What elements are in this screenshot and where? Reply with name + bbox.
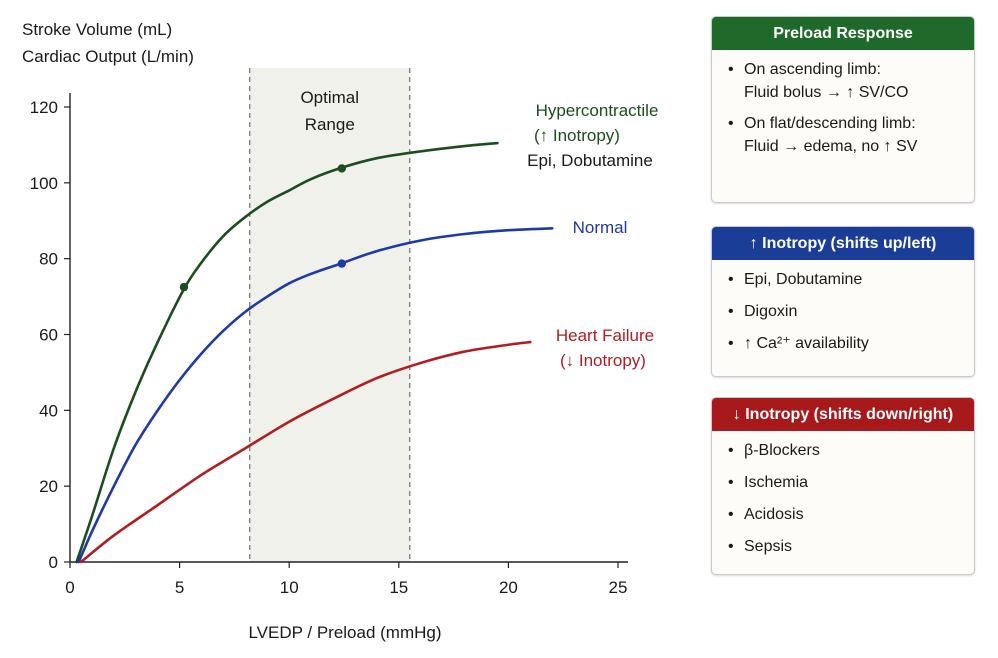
axes: 0 20 40 60 80 100 120 0 5 10 15 20 25	[30, 93, 628, 597]
series-layer	[75, 141, 554, 564]
preload-response-list: On ascending limb: Fluid bolus → ↑ SV/CO…	[712, 50, 974, 164]
x-tick-label: 20	[499, 578, 518, 597]
chart: Optimal Range Stroke Volume (mL) Cardiac…	[22, 20, 659, 642]
list-item: Ischemia	[726, 471, 964, 494]
y-tick-label: 120	[30, 98, 58, 117]
list-item: Digoxin	[726, 300, 964, 323]
decrease-inotropy-list: β-Blockers Ischemia Acidosis Sepsis	[712, 431, 974, 573]
series-line-normal	[77, 227, 554, 564]
x-axis-label: LVEDP / Preload (mmHg)	[248, 623, 441, 642]
list-item: On ascending limb: Fluid bolus → ↑ SV/CO	[726, 58, 964, 104]
series-marker-normal	[337, 259, 347, 268]
y-tick-label: 20	[39, 477, 58, 496]
list-item: β-Blockers	[726, 439, 964, 462]
y-tick-label: 0	[49, 553, 58, 572]
preload-response-title: Preload Response	[712, 17, 974, 50]
list-item-line1: On ascending limb:	[744, 61, 881, 78]
optimal-range-band	[249, 68, 410, 562]
series-label-hypercontractile-line3: Epi, Dobutamine	[527, 151, 653, 170]
y-axis-label-line1: Stroke Volume (mL)	[22, 20, 172, 39]
list-item: ↑ Ca²⁺ availability	[726, 332, 964, 355]
y-axis-label-line2: Cardiac Output (L/min)	[22, 47, 194, 66]
x-tick-label: 0	[65, 578, 74, 597]
list-item: On flat/descending limb: Fluid → edema, …	[726, 112, 964, 158]
series-label-hypercontractile: Hypercontractile	[536, 101, 659, 120]
decrease-inotropy-title: ↓ Inotropy (shifts down/right)	[712, 398, 974, 431]
y-tick-label: 40	[39, 401, 58, 420]
list-item: Epi, Dobutamine	[726, 268, 964, 291]
preload-response-panel: Preload Response On ascending limb: Flui…	[711, 16, 975, 203]
x-tick-label: 15	[389, 578, 408, 597]
series-label-normal: Normal	[573, 218, 628, 237]
series-label-heart-failure-line2: (↓ Inotropy)	[560, 351, 646, 370]
optimal-range-label-line2: Range	[305, 115, 355, 134]
decrease-inotropy-panel: ↓ Inotropy (shifts down/right) β-Blocker…	[711, 397, 975, 575]
list-item: Sepsis	[726, 535, 964, 558]
increase-inotropy-list: Epi, Dobutamine Digoxin ↑ Ca²⁺ availabil…	[712, 260, 974, 370]
x-tick-label: 5	[175, 578, 184, 597]
series-line-hypercontractile	[75, 141, 499, 564]
y-tick-label: 80	[39, 250, 58, 269]
optimal-range-label-line1: Optimal	[300, 88, 359, 107]
list-item: Acidosis	[726, 503, 964, 526]
list-item-line1: On flat/descending limb:	[744, 115, 916, 132]
x-tick-label: 25	[609, 578, 628, 597]
increase-inotropy-panel: ↑ Inotropy (shifts up/left) Epi, Dobutam…	[711, 226, 975, 377]
increase-inotropy-title: ↑ Inotropy (shifts up/left)	[712, 227, 974, 260]
y-tick-label: 60	[39, 326, 58, 345]
series-marker-hypercontractile	[179, 282, 189, 292]
series-label-heart-failure: Heart Failure	[556, 326, 654, 345]
list-item-line2: Fluid → edema, no ↑ SV	[744, 138, 918, 155]
y-tick-label: 100	[30, 174, 58, 193]
x-tick-label: 10	[280, 578, 299, 597]
series-line-heart-failure	[79, 340, 532, 564]
series-label-hypercontractile-line2: (↑ Inotropy)	[534, 126, 620, 145]
series-marker-hypercontractile	[337, 164, 347, 173]
list-item-line2: Fluid bolus → ↑ SV/CO	[744, 84, 909, 101]
